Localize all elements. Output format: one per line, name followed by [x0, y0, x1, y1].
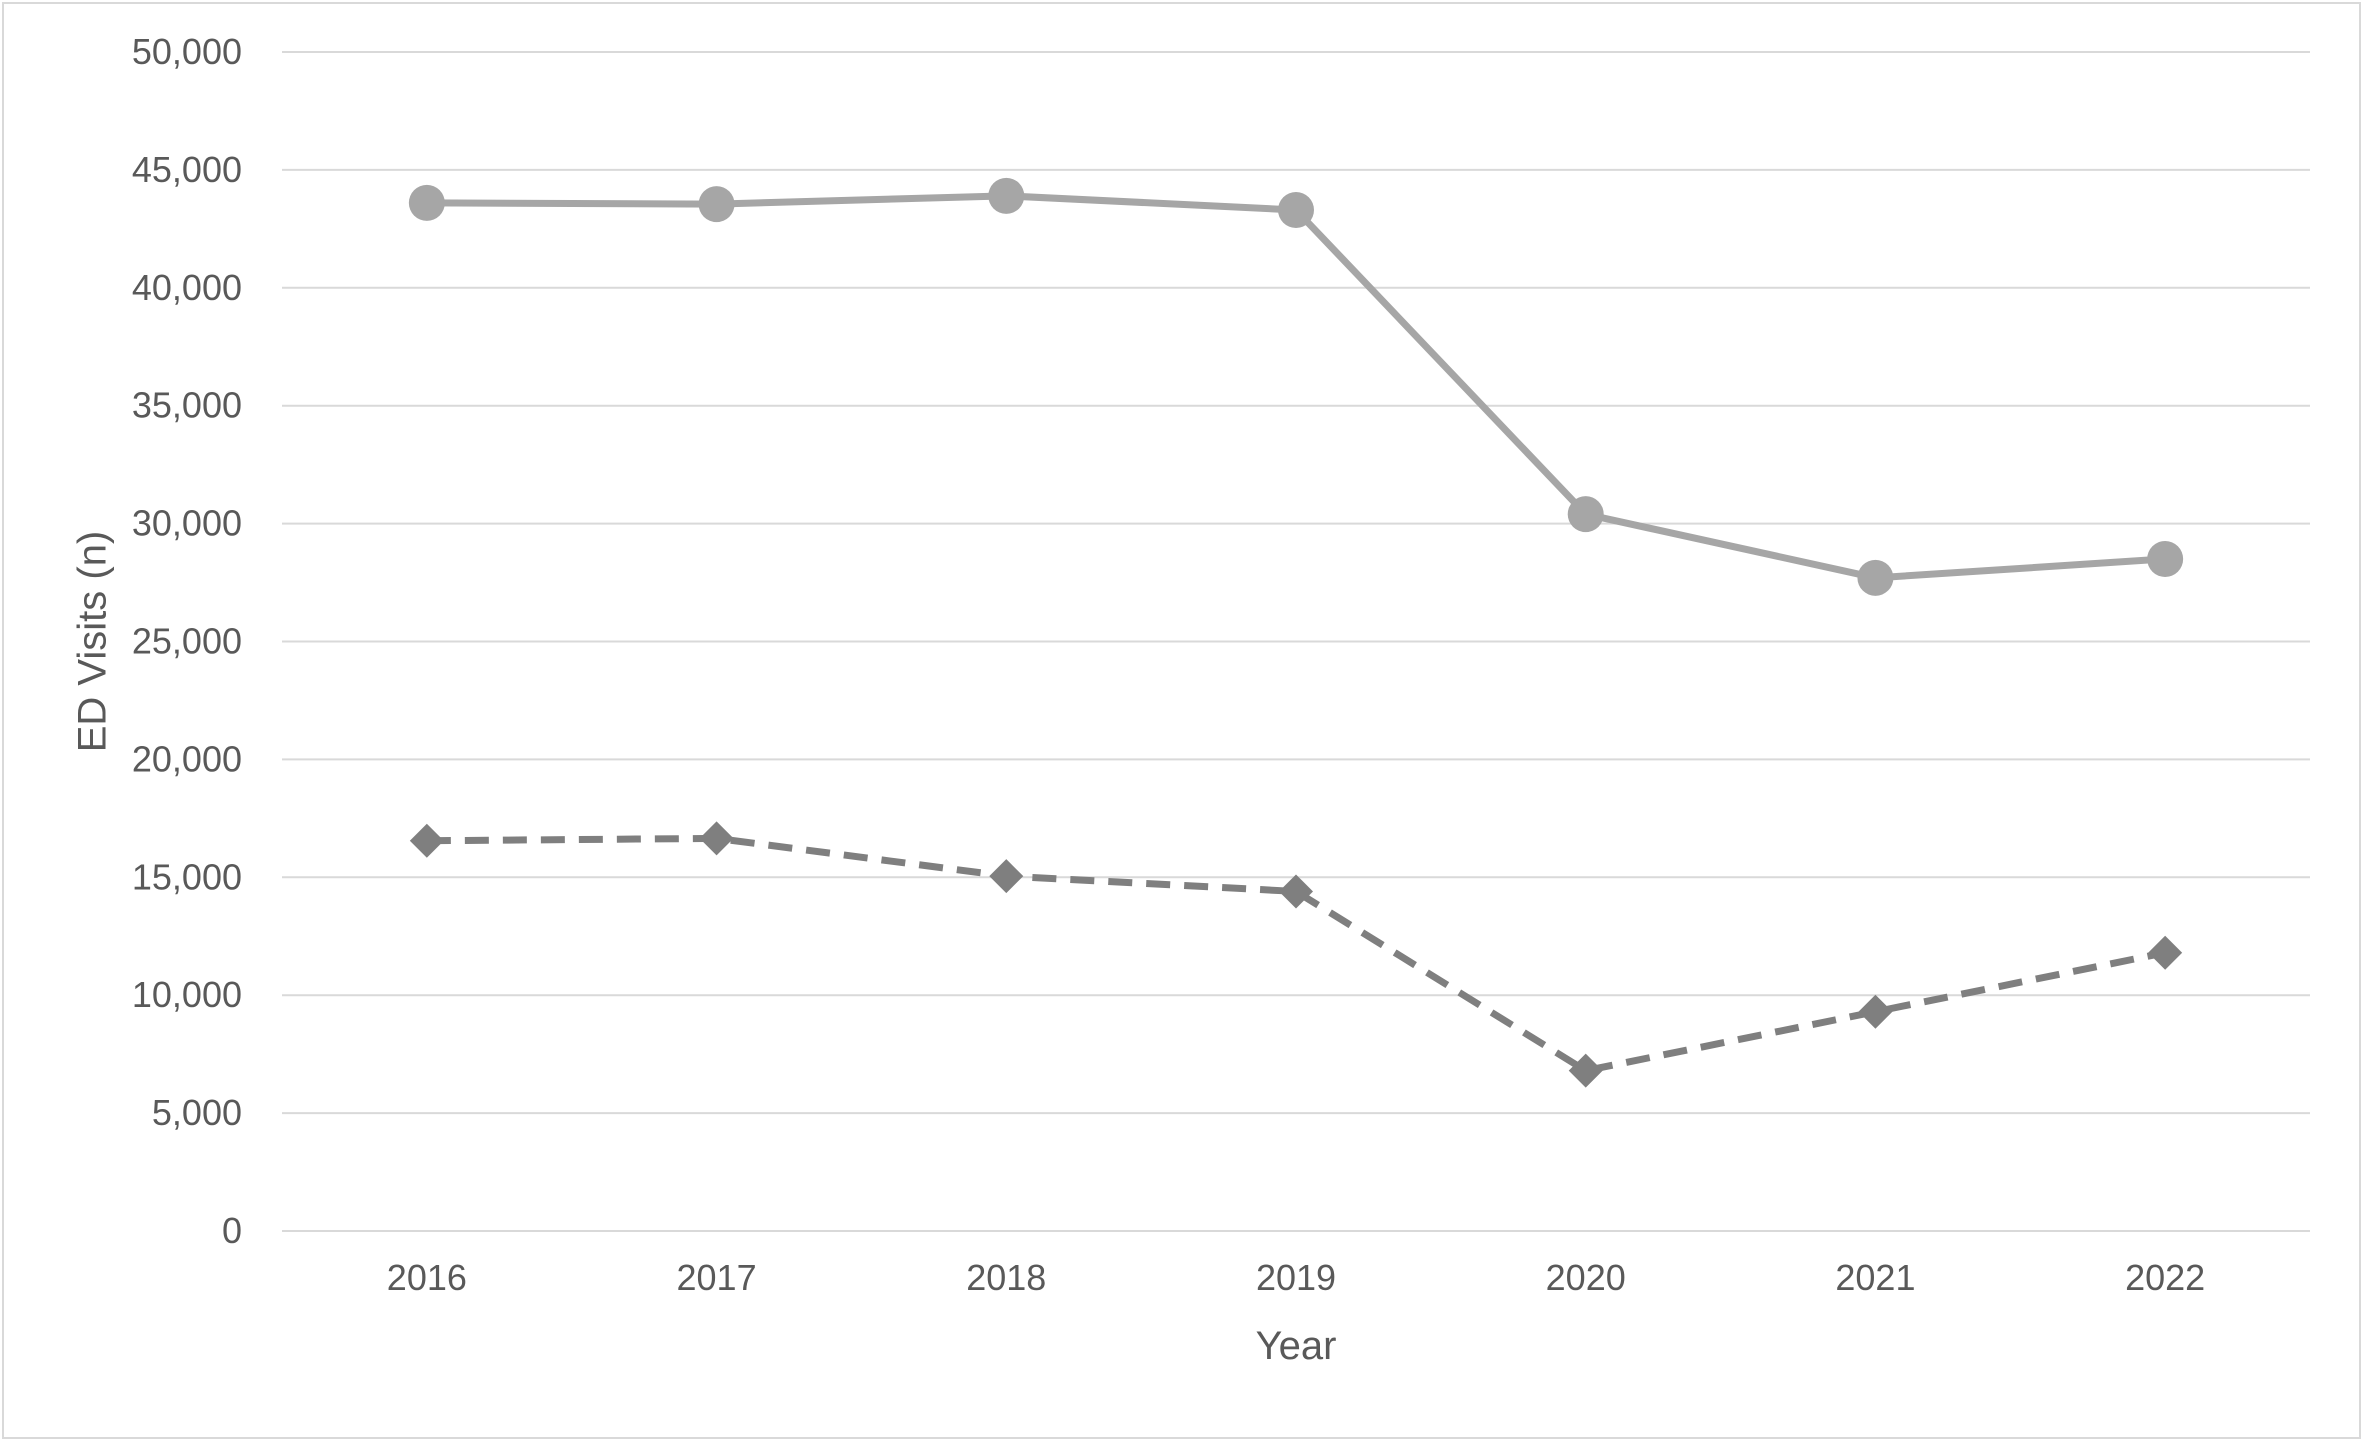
- x-tick-label: 2020: [1546, 1257, 1626, 1298]
- data-point: [2147, 540, 2184, 577]
- data-point: [699, 821, 734, 856]
- x-tick-label: 2016: [387, 1257, 467, 1298]
- y-tick-label: 15,000: [132, 856, 242, 897]
- y-axis-title: ED Visits (n): [71, 531, 115, 753]
- data-point: [1567, 496, 1604, 533]
- y-tick-label: 20,000: [132, 738, 242, 779]
- data-point: [698, 186, 735, 223]
- x-tick-label: 2017: [677, 1257, 757, 1298]
- x-tick-label: 2018: [966, 1257, 1046, 1298]
- y-tick-label: 25,000: [132, 621, 242, 662]
- y-tick-label: 30,000: [132, 503, 242, 544]
- x-axis-tick-labels: 2016 2017 2018 2019 2020 2021 2022: [387, 1257, 2205, 1298]
- y-tick-label: 10,000: [132, 974, 242, 1015]
- data-series: [408, 177, 2184, 1088]
- series-1-line: [426, 192, 2166, 582]
- x-tick-label: 2019: [1256, 1257, 1336, 1298]
- data-point: [989, 859, 1024, 894]
- data-point: [988, 177, 1025, 214]
- data-point: [409, 823, 444, 858]
- x-tick-label: 2022: [2125, 1257, 2205, 1298]
- y-tick-label: 35,000: [132, 385, 242, 426]
- data-point: [2148, 935, 2183, 970]
- y-tick-label: 50,000: [132, 31, 242, 72]
- series-2-line: [426, 834, 2166, 1075]
- gridlines: [282, 51, 2310, 1232]
- x-axis-title: Year: [1256, 1324, 1337, 1368]
- y-tick-label: 0: [222, 1210, 242, 1251]
- series-2: [409, 821, 2183, 1088]
- y-tick-label: 5,000: [152, 1092, 242, 1133]
- data-point: [1858, 994, 1893, 1029]
- y-tick-label: 40,000: [132, 267, 242, 308]
- data-point: [1857, 559, 1894, 596]
- data-point: [408, 184, 445, 221]
- series-1: [408, 177, 2184, 596]
- y-tick-label: 45,000: [132, 149, 242, 190]
- x-tick-label: 2021: [1835, 1257, 1915, 1298]
- data-point: [1279, 874, 1313, 909]
- data-point: [1568, 1053, 1603, 1088]
- y-axis-tick-labels: 0 5,000 10,000 15,000 20,000 25,000 30,000 35,0…: [132, 31, 242, 1251]
- data-point: [1278, 191, 1314, 228]
